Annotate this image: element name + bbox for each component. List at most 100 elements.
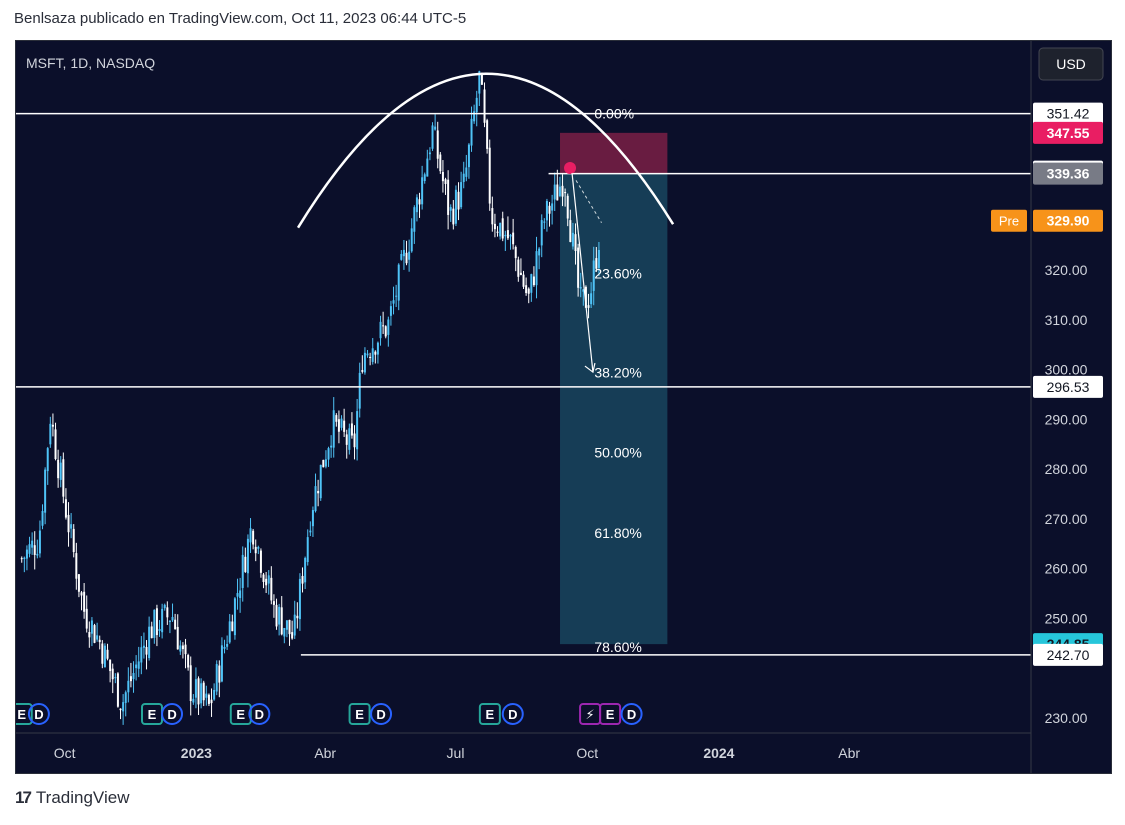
candle-body: [595, 258, 598, 269]
candle-body: [218, 665, 221, 683]
candle-body: [174, 619, 177, 630]
candle-body: [83, 591, 86, 612]
candle-body: [20, 558, 23, 560]
candle-body: [246, 538, 249, 574]
candle-body: [285, 620, 288, 630]
candle-body: [70, 524, 73, 529]
candle-body: [439, 154, 442, 172]
candle-body: [376, 342, 379, 355]
candle-body: [51, 424, 54, 427]
candle-body: [577, 247, 580, 288]
candle-body: [509, 234, 512, 237]
candle-body: [38, 530, 41, 554]
candle-body: [119, 708, 122, 711]
candle-body: [135, 664, 138, 669]
price-badge-label: 296.53: [1047, 379, 1090, 395]
publish-info: Benlsaza publicado en TradingView.com, O…: [14, 10, 467, 27]
y-tick-label: 320.00: [1045, 262, 1088, 278]
candle-body: [298, 578, 301, 620]
candle-body: [467, 144, 470, 168]
candle-body: [85, 608, 88, 629]
candle-body: [548, 205, 551, 214]
candle-body: [441, 172, 444, 182]
stop-loss-zone: [560, 132, 668, 174]
price-badge: [1033, 102, 1103, 125]
candle-body: [402, 249, 405, 257]
candle-body: [145, 647, 148, 655]
event-marker-glyph: D: [34, 707, 43, 722]
candle-body: [574, 234, 577, 251]
candle-body: [538, 248, 541, 256]
candle-body: [137, 661, 140, 669]
candle-body: [517, 259, 520, 277]
candle-body: [361, 370, 364, 372]
candle-body: [140, 647, 143, 663]
candle-body: [405, 252, 408, 264]
fib-level-label: 78.60%: [594, 639, 641, 655]
y-tick-label: 290.00: [1045, 411, 1088, 427]
y-tick-label: 310.00: [1045, 312, 1088, 328]
event-marker-glyph: E: [17, 707, 26, 722]
currency-button: [1038, 47, 1104, 81]
candle-body: [387, 319, 390, 335]
candle-body: [181, 645, 184, 650]
candle-body: [288, 619, 291, 635]
candle-body: [384, 326, 387, 337]
event-marker-dividend: [370, 703, 393, 725]
candle-body: [278, 606, 281, 625]
candle-body: [335, 415, 338, 422]
candle-body: [142, 645, 145, 648]
event-marker-glyph: E: [355, 707, 364, 722]
candle-body: [358, 372, 361, 409]
candle-body: [93, 625, 96, 643]
candle-body: [267, 575, 270, 584]
candle-body: [397, 264, 400, 301]
candle-body: [395, 295, 398, 297]
candle-body: [252, 530, 255, 545]
candle-body: [564, 192, 567, 194]
candle-body: [122, 702, 125, 712]
candle-body: [532, 276, 535, 286]
candle-body: [239, 590, 242, 598]
candle-body: [59, 462, 62, 480]
candle-body: [519, 272, 522, 276]
candle-body: [233, 598, 236, 636]
candle-body: [535, 251, 538, 286]
candle-body: [205, 693, 208, 698]
candle-body: [166, 607, 169, 618]
x-tick-label: Jul: [447, 745, 465, 761]
candle-body: [522, 274, 525, 287]
candle-body: [408, 251, 411, 260]
candle-body: [106, 649, 109, 659]
candle-body: [480, 74, 483, 85]
fib-level-label: 50.00%: [594, 445, 641, 461]
candle-body: [127, 680, 130, 693]
event-marker-glyph: D: [255, 707, 264, 722]
candle-body: [462, 173, 465, 183]
candle-body: [392, 300, 395, 304]
candle-body: [400, 253, 403, 260]
candle-body: [109, 659, 112, 672]
candle-body: [226, 644, 229, 647]
candle-body: [155, 608, 158, 636]
candle-body: [36, 553, 39, 556]
candle-body: [98, 639, 101, 643]
candle-body: [44, 469, 47, 513]
candle-body: [90, 620, 93, 634]
candle-body: [332, 410, 335, 448]
candle-body: [428, 152, 431, 155]
candle-body: [592, 260, 595, 291]
price-chart[interactable]: 0.00% 23.60% 38.20% 50.00% 61.80% 78.60% MSFT,…: [16, 41, 1111, 773]
candle-body: [452, 208, 455, 225]
candle-body: [465, 167, 468, 177]
candle-body: [314, 486, 317, 512]
candle-body: [46, 448, 49, 472]
price-badge-label: 242.70: [1047, 647, 1090, 663]
candle-body: [561, 185, 564, 197]
chart-panel[interactable]: 0.00% 23.60% 38.20% 50.00% 61.80% 78.60% MSFT,…: [15, 40, 1112, 774]
candle-body: [296, 615, 299, 619]
candle-body: [597, 250, 600, 268]
candle-body: [525, 285, 528, 294]
event-marker-glyph: E: [606, 707, 615, 722]
candle-body: [506, 230, 509, 239]
